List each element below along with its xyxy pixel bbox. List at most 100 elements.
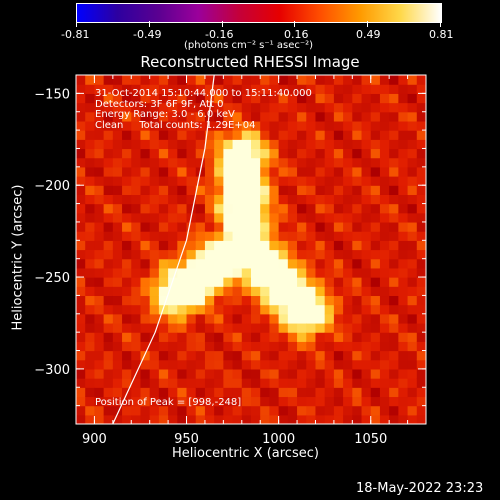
heatmap-cell <box>315 414 326 424</box>
heatmap-cell <box>85 176 96 186</box>
heatmap-cell <box>149 203 160 214</box>
heatmap-cell <box>232 176 243 186</box>
heatmap-cell <box>186 75 197 85</box>
heatmap-cell <box>389 249 399 260</box>
heatmap-cell <box>251 157 261 168</box>
heatmap-cell <box>379 240 390 251</box>
heatmap-cell <box>370 332 381 342</box>
heatmap-cell <box>352 359 363 370</box>
heatmap-cell <box>140 368 151 379</box>
heatmap-cell <box>195 313 206 324</box>
heatmap-cell <box>297 221 307 232</box>
heatmap-cell <box>379 277 390 287</box>
heatmap-cell <box>379 405 390 416</box>
heatmap-cell <box>112 240 123 251</box>
heatmap-cell <box>251 194 261 205</box>
heatmap-cell <box>333 75 344 85</box>
heatmap-cell <box>333 286 344 297</box>
heatmap-cell <box>214 148 224 159</box>
heatmap-cell <box>112 249 123 260</box>
heatmap-cell <box>232 295 243 306</box>
heatmap-cell <box>407 203 418 214</box>
heatmap-cell <box>398 267 409 278</box>
heatmap-cell <box>85 194 96 205</box>
heatmap-cell <box>269 313 280 324</box>
heatmap-cell <box>195 267 206 278</box>
heatmap-cell <box>177 102 188 113</box>
heatmap-cell <box>416 111 426 122</box>
heatmap-cell <box>297 176 307 186</box>
heatmap-cell <box>251 313 261 324</box>
heatmap-cell <box>324 102 335 113</box>
heatmap-cell <box>168 75 178 85</box>
heatmap-cell <box>389 231 399 241</box>
heatmap-cell <box>195 277 206 287</box>
heatmap-cell <box>195 84 206 94</box>
heatmap-cell <box>361 258 372 269</box>
heatmap-cell <box>112 295 123 306</box>
heatmap-cell <box>103 341 114 352</box>
heatmap-cell <box>398 157 409 168</box>
heatmap-cell <box>149 322 160 333</box>
heatmap-cell <box>158 359 169 370</box>
heatmap-cell <box>131 157 142 168</box>
heatmap-cell <box>370 313 381 324</box>
heatmap-cell <box>407 249 418 260</box>
heatmap-cell <box>186 93 197 104</box>
heatmap-cell <box>370 212 381 223</box>
heatmap-cell <box>278 93 289 104</box>
heatmap-cell <box>103 249 114 260</box>
heatmap-cell <box>204 231 215 241</box>
heatmap-cell <box>389 341 399 352</box>
heatmap-cell <box>85 277 96 287</box>
heatmap-cell <box>122 359 132 370</box>
heatmap-cell <box>361 194 372 205</box>
heatmap-cell <box>352 120 363 131</box>
heatmap-cell <box>241 75 252 85</box>
heatmap-cell <box>186 84 197 94</box>
heatmap-cell <box>140 111 151 122</box>
heatmap-cell <box>306 277 317 287</box>
heatmap-cell <box>76 258 86 269</box>
heatmap-cell <box>361 130 372 140</box>
heatmap-cell <box>416 84 426 94</box>
heatmap-cell <box>251 111 261 122</box>
heatmap-cell <box>186 120 197 131</box>
heatmap-cell <box>122 277 132 287</box>
heatmap-cell <box>269 240 280 251</box>
heatmap-cell <box>177 231 188 241</box>
heatmap-cell <box>379 387 390 398</box>
heatmap-cell <box>333 249 344 260</box>
heatmap-cell <box>361 166 372 177</box>
heatmap-cell <box>287 111 298 122</box>
heatmap-cell <box>306 111 317 122</box>
heatmap-cell <box>269 414 280 424</box>
heatmap-cell <box>306 212 317 223</box>
heatmap-cell <box>278 286 289 297</box>
heatmap-cell <box>343 249 353 260</box>
heatmap-cell <box>416 139 426 150</box>
heatmap-cell <box>398 313 409 324</box>
heatmap-cell <box>251 267 261 278</box>
heatmap-cell <box>112 157 123 168</box>
heatmap-cell <box>343 111 353 122</box>
heatmap-cell <box>94 194 105 205</box>
heatmap-cell <box>269 286 280 297</box>
heatmap-cell <box>324 258 335 269</box>
heatmap-cell <box>177 277 188 287</box>
heatmap-cell <box>398 277 409 287</box>
heatmap-cell <box>112 111 123 122</box>
timestamp: 18-May-2022 23:23 <box>356 481 484 496</box>
heatmap-cell <box>306 267 317 278</box>
heatmap-cell <box>333 84 344 94</box>
heatmap-cell <box>223 221 234 232</box>
heatmap-cell <box>223 405 234 416</box>
heatmap-cell <box>214 359 224 370</box>
heatmap-cell <box>379 267 390 278</box>
heatmap-cell <box>140 341 151 352</box>
heatmap-cell <box>297 185 307 195</box>
heatmap-cell <box>158 258 169 269</box>
heatmap-cell <box>158 322 169 333</box>
heatmap-cell <box>361 240 372 251</box>
heatmap-cell <box>94 139 105 150</box>
